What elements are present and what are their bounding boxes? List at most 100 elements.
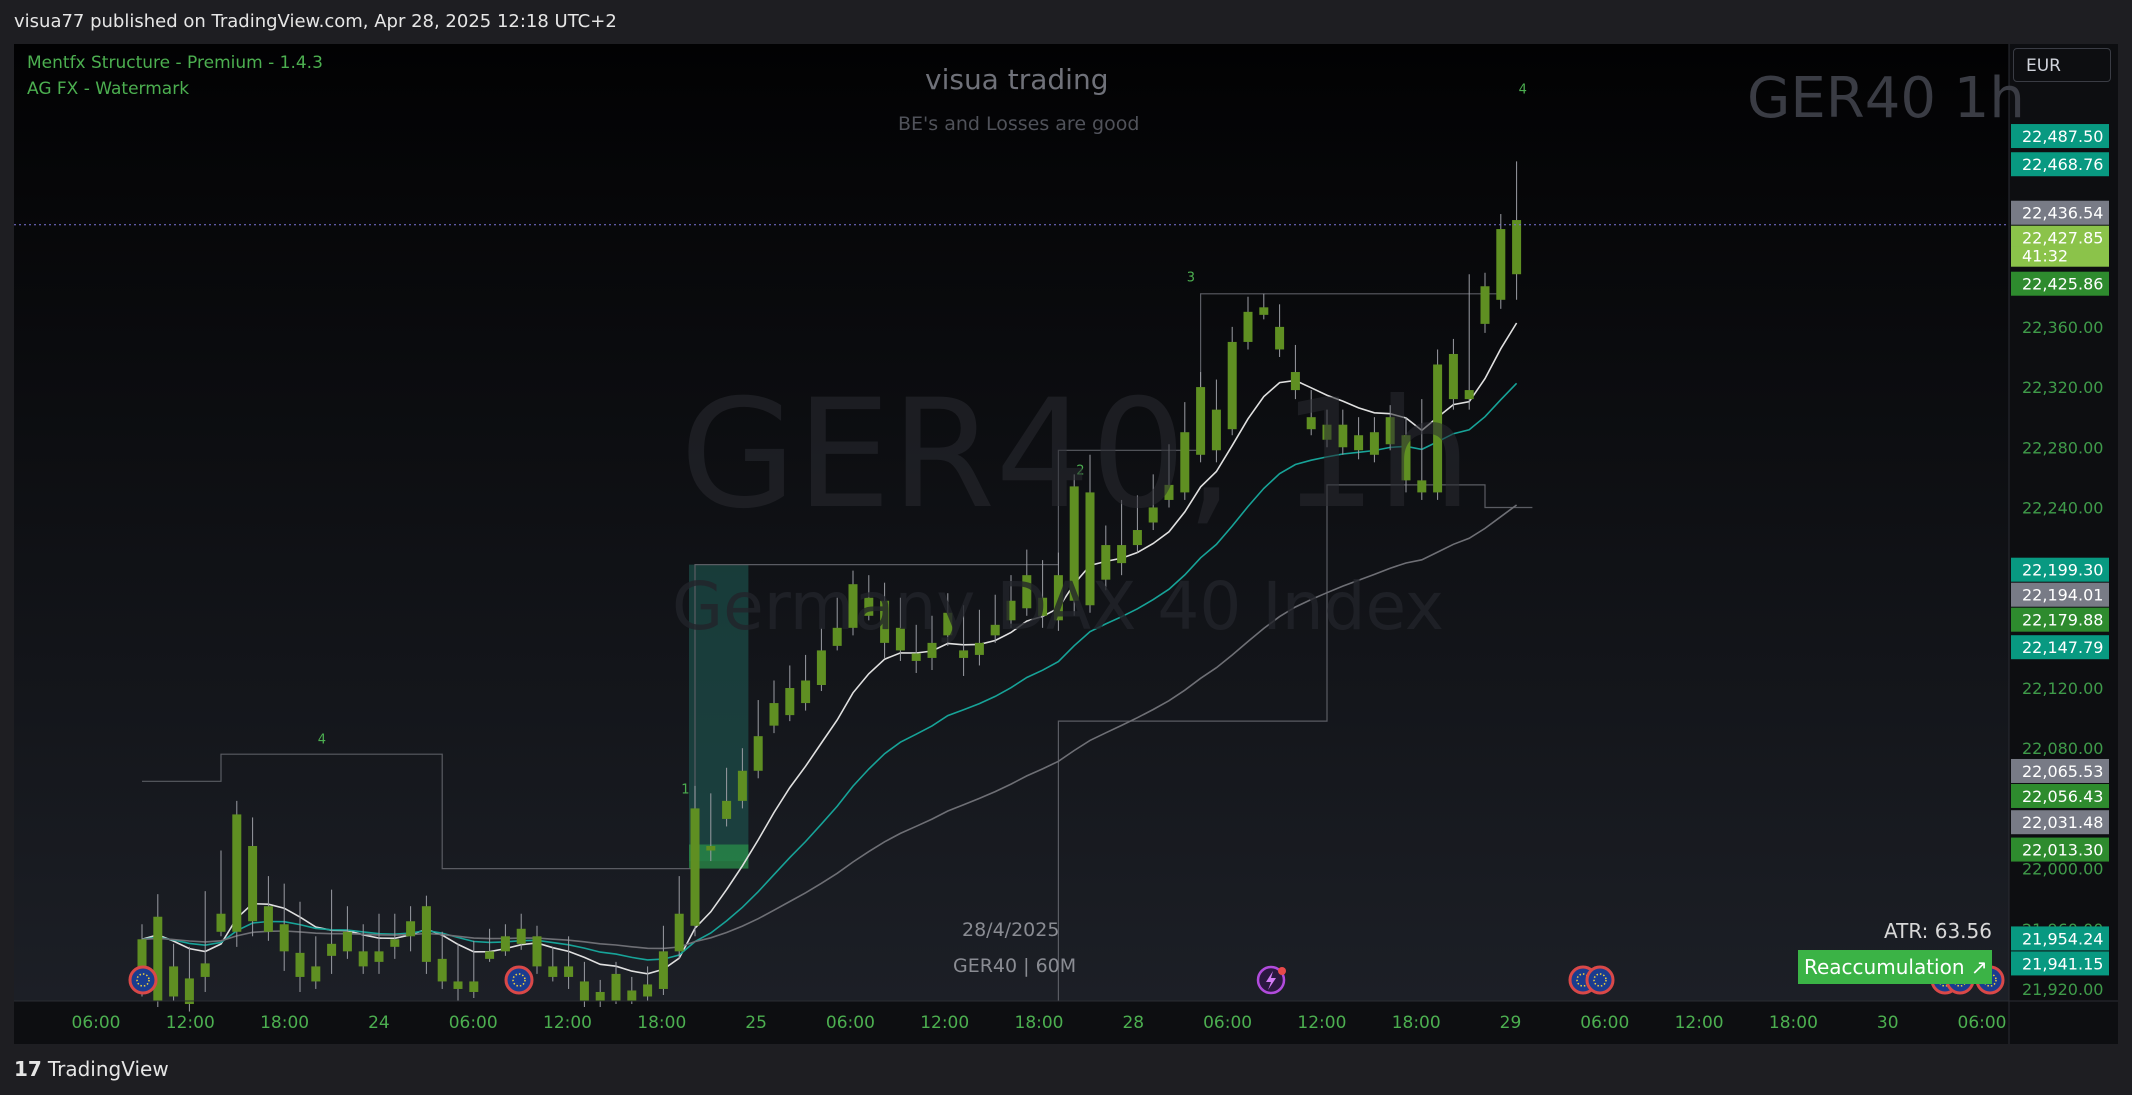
candle-body [1433, 364, 1443, 493]
price-tag-label: 21,941.15 [2022, 954, 2103, 973]
y-tick-label: 22,000.00 [2022, 860, 2103, 879]
candle-body [390, 939, 400, 947]
structure-label-l2: 2 [1076, 463, 1084, 478]
price-tag [2011, 225, 2109, 250]
price-tag-label: 21,954.24 [2022, 929, 2103, 948]
candle-body [895, 627, 905, 651]
candle-body [1085, 492, 1095, 606]
watermark-subtitle: BE's and Losses are good [898, 113, 1140, 135]
candle-body [1117, 545, 1127, 564]
x-tick-label: 24 [368, 1013, 390, 1033]
y-tick-label: 21,920.00 [2022, 980, 2103, 999]
candle-body [880, 600, 890, 643]
candle-body [1259, 307, 1269, 315]
watermark-instrument-name: Germany DAX 40 Index [672, 568, 1444, 645]
candle-body [500, 936, 510, 952]
candle-body [690, 808, 700, 926]
price-tag-label: 22,056.43 [2022, 787, 2103, 806]
ma-mid [141, 382, 1518, 961]
candle-body [295, 952, 305, 977]
candle-body [358, 951, 368, 967]
price-tag [2011, 951, 2109, 976]
watermark-symbol: GER40 1h [1747, 66, 2025, 131]
x-tick-label: 28 [1122, 1013, 1144, 1033]
candle-body [169, 966, 179, 997]
candle-body [1401, 435, 1411, 481]
candle-body [311, 966, 321, 982]
structure-line-1 [1057, 484, 1533, 1001]
price-tag-label: 22,468.76 [2022, 155, 2103, 174]
candle-body [864, 597, 874, 616]
candle-body [1069, 486, 1079, 601]
candle-body [1132, 530, 1142, 546]
candle-body [769, 703, 779, 726]
watermark-big-symbol: GER40, 1h [680, 368, 1472, 542]
eu-event-icon [1585, 965, 1615, 995]
eu-event-icon [128, 965, 158, 995]
price-tag [2011, 124, 2109, 149]
candle-body [785, 688, 795, 716]
price-tag [2011, 635, 2109, 660]
candle-body [1243, 311, 1253, 342]
atr-value: ATR: 63.56 [1884, 919, 1992, 943]
x-tick-label: 18:00 [1769, 1013, 1818, 1033]
candle-body [753, 736, 763, 771]
reaccumulation-badge: Reaccumulation ↗ [1798, 950, 1992, 984]
structure-label-l4a: 4 [318, 733, 326, 748]
indicator-label-watermark[interactable]: AG FX - Watermark [27, 79, 190, 99]
tradingview-logo[interactable]: 17 TradingView [14, 1057, 169, 1081]
price-tag-label: 22,031.48 [2022, 813, 2103, 832]
price-tag [2011, 837, 2109, 862]
published-info: visua77 published on TradingView.com, Ap… [14, 11, 617, 32]
eu-event-icon [504, 965, 534, 995]
price-tag [2011, 557, 2109, 582]
x-tick-label: 06:00 [1580, 1013, 1629, 1033]
candle-body [485, 951, 495, 959]
watermark-date: 28/4/2025 [962, 919, 1060, 941]
candle-body [1211, 409, 1221, 451]
ma-slow [141, 504, 1518, 950]
candle-body [595, 991, 605, 1001]
x-tick-label: 18:00 [637, 1013, 686, 1033]
indicator-label-structure[interactable]: Mentfx Structure - Premium - 1.4.3 [27, 53, 323, 73]
price-tag-label: 22,194.01 [2022, 586, 2103, 605]
x-tick-label: 12:00 [543, 1013, 592, 1033]
candle-body [1385, 417, 1395, 445]
y-tick-label: 22,240.00 [2022, 498, 2103, 517]
tradingview-logo-icon: 17 [14, 1057, 42, 1081]
candle-body [1369, 432, 1379, 455]
structure-label-l3: 3 [1187, 271, 1195, 286]
price-tag [2011, 582, 2109, 607]
candle-body [1101, 545, 1111, 580]
candle-body [658, 951, 668, 989]
price-tag-label: 22,199.30 [2022, 561, 2103, 580]
eu-stars-icon [1593, 973, 1607, 987]
lightning-bolt-icon [1266, 971, 1276, 990]
candle-body [153, 916, 163, 1001]
price-tag [2011, 783, 2109, 808]
candle-body [848, 584, 858, 628]
chart-pane [14, 44, 2009, 1001]
candle-body [911, 653, 921, 661]
candle-body [990, 624, 1000, 636]
x-tick-label: 06:00 [449, 1013, 498, 1033]
candle-body [1227, 341, 1237, 430]
candle-body [564, 966, 574, 977]
x-tick-label: 12:00 [1675, 1013, 1724, 1033]
candle-body [1512, 220, 1522, 275]
price-tag [2011, 200, 2109, 225]
candle-body [1275, 326, 1285, 350]
currency-selector[interactable]: EUR [2013, 48, 2111, 82]
candle-body [627, 990, 637, 1001]
candle-body [1196, 387, 1206, 455]
price-tag-label: 22,487.50 [2022, 127, 2103, 146]
candle-body [1164, 484, 1174, 500]
y-tick-label: 22,320.00 [2022, 378, 2103, 397]
candle-body [959, 650, 969, 658]
candle-body [406, 921, 416, 937]
candle-body [1354, 435, 1364, 451]
candle-body [1480, 286, 1490, 324]
candle-body [437, 958, 447, 982]
price-tag [2011, 810, 2109, 835]
